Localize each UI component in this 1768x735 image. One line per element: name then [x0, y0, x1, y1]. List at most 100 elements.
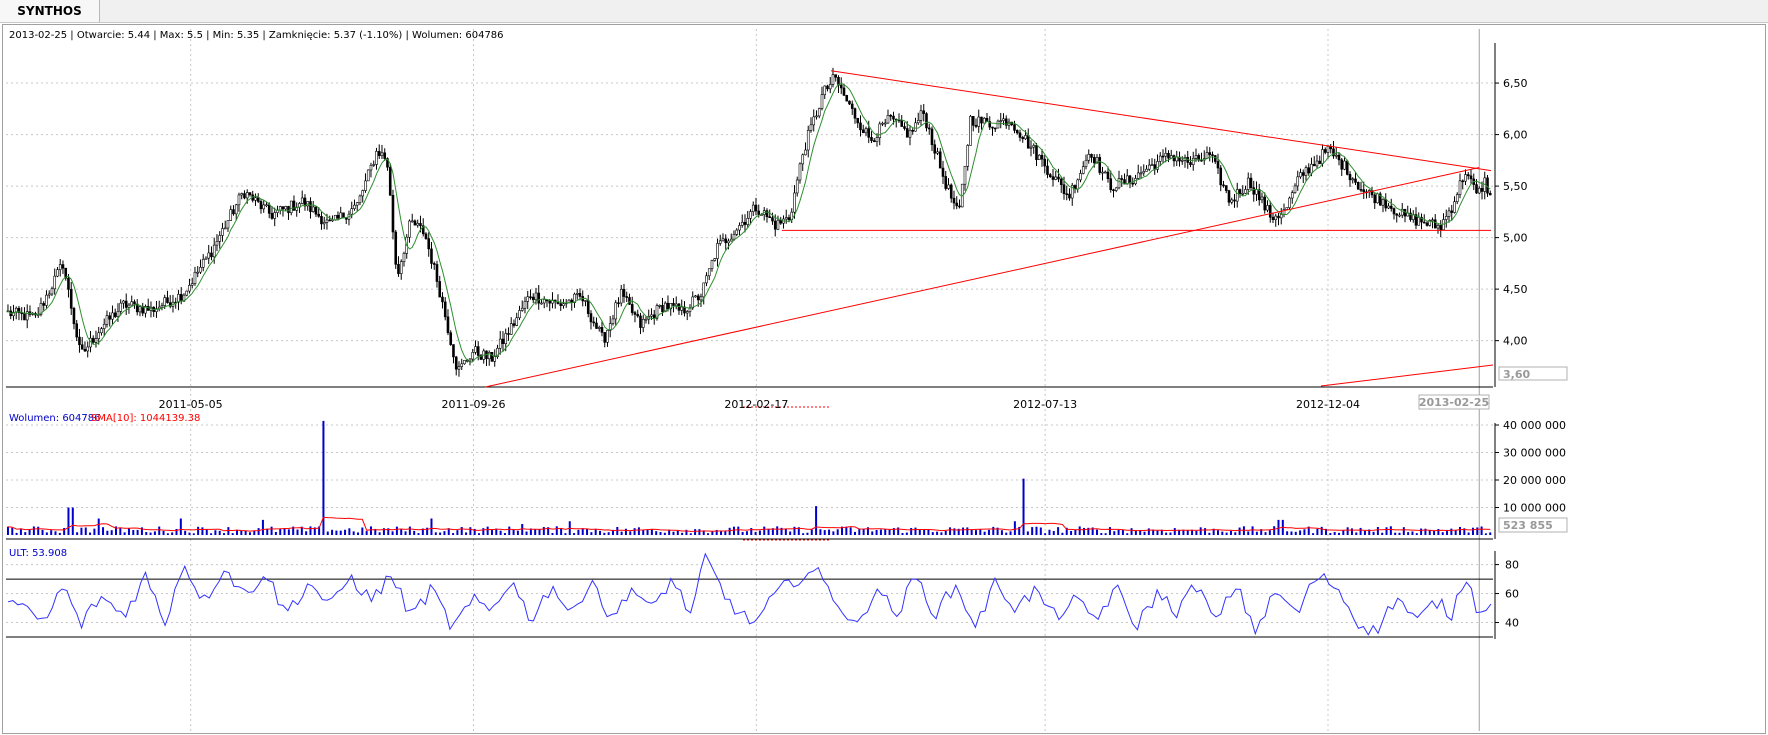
volume-bar [936, 531, 939, 535]
x-tick-label: 2011-09-26 [442, 398, 506, 411]
candle-body [1332, 148, 1335, 157]
volume-bar [1385, 527, 1388, 535]
volume-bar [486, 526, 489, 535]
candle-body [454, 356, 458, 370]
volume-bar [720, 531, 723, 535]
volume-bar [41, 529, 44, 535]
candle-body [696, 295, 700, 301]
candle-body [12, 311, 15, 317]
candle-body [229, 209, 233, 221]
volume-bar [646, 529, 649, 535]
candle-body [394, 231, 398, 265]
volume-bar [538, 529, 541, 535]
candle-body [784, 217, 788, 220]
volume-bar [1342, 530, 1345, 535]
volume-bar [408, 526, 411, 535]
volume-bar [966, 527, 969, 535]
candle-body [1037, 154, 1041, 160]
candle-body [597, 327, 601, 329]
volume-bar [318, 526, 321, 535]
candle-body [402, 253, 406, 262]
volume-bar [819, 529, 822, 535]
volume-bar [663, 532, 666, 535]
price-current-box: 3,60 [1498, 366, 1568, 381]
volume-bar [1044, 533, 1047, 535]
candle-body [809, 124, 813, 131]
candle-body [955, 202, 959, 207]
volume-bar [1022, 478, 1025, 535]
candle-body [1092, 157, 1096, 164]
x-tick-label: 2012-07-13 [1013, 398, 1077, 411]
candle-body [823, 85, 827, 95]
volume-bar [905, 532, 908, 535]
volume-bar [841, 526, 844, 535]
candle-body [727, 240, 730, 244]
x-current-label: 2013-02-25 [1419, 396, 1489, 409]
volume-bar [711, 531, 714, 535]
candle-body [193, 271, 197, 284]
candle-body [416, 223, 420, 226]
candle-body [1068, 193, 1071, 199]
volume-bar [102, 527, 105, 535]
volume-bar [1031, 527, 1034, 535]
volume-bar [1242, 526, 1245, 535]
volume-bar [1320, 526, 1323, 535]
candle-body [1161, 155, 1165, 158]
candle-body [1241, 192, 1245, 195]
candle-body [575, 293, 579, 295]
candle-body [1343, 160, 1346, 170]
candle-body [1318, 160, 1322, 164]
candle-body [1359, 189, 1363, 191]
candle-body [963, 165, 967, 185]
candle-body [234, 204, 238, 215]
volume-bar [58, 532, 61, 535]
volume-bar [633, 528, 636, 535]
candle-body [977, 116, 981, 127]
candle-body [1392, 208, 1396, 215]
volume-bar [71, 507, 74, 535]
candle-body [212, 244, 216, 258]
candle-body [141, 306, 145, 314]
volume-bar [672, 531, 675, 535]
candle-body [435, 264, 439, 282]
volume-bar [1182, 529, 1185, 535]
volume-bar [1178, 529, 1181, 535]
candle-body [281, 206, 285, 210]
candle-body [1048, 174, 1052, 177]
candle-body [883, 122, 887, 125]
candle-body [905, 128, 909, 138]
volume-bar [1433, 530, 1436, 535]
candle-body [738, 225, 741, 231]
volume-bar [300, 526, 303, 535]
volume-bar [1277, 519, 1280, 535]
candle-body [1290, 192, 1294, 199]
volume-tick-label: 20 000 000 [1503, 474, 1566, 487]
candle-body [1340, 159, 1344, 170]
volume-bar [1143, 531, 1146, 535]
volume-bar [1139, 529, 1142, 535]
candle-body [1400, 208, 1404, 216]
candle-body [1268, 205, 1272, 218]
volume-bar [1316, 528, 1319, 535]
candle-body [1381, 199, 1385, 206]
candle-body [476, 346, 480, 356]
candle-body [1453, 201, 1456, 213]
candle-body [311, 206, 315, 212]
volume-bar [1290, 531, 1293, 535]
candle-body [531, 296, 535, 301]
candle-body [1087, 154, 1091, 161]
candle-body [487, 351, 491, 360]
volume-bar [482, 528, 485, 535]
tab-synthos[interactable]: SYNTHOS [0, 0, 100, 22]
candle-body [982, 117, 986, 124]
price-tick-label: 6,50 [1503, 77, 1528, 90]
volume-bar [361, 527, 364, 535]
candle-body [1167, 152, 1170, 159]
volume-bar [1130, 528, 1133, 535]
volume-bar [1450, 528, 1453, 535]
volume-bar [1420, 528, 1423, 535]
volume-bar [1035, 526, 1038, 535]
candle-body [328, 219, 332, 222]
volume-bar [244, 530, 247, 535]
volume-current-label: 523 855 [1503, 519, 1553, 532]
